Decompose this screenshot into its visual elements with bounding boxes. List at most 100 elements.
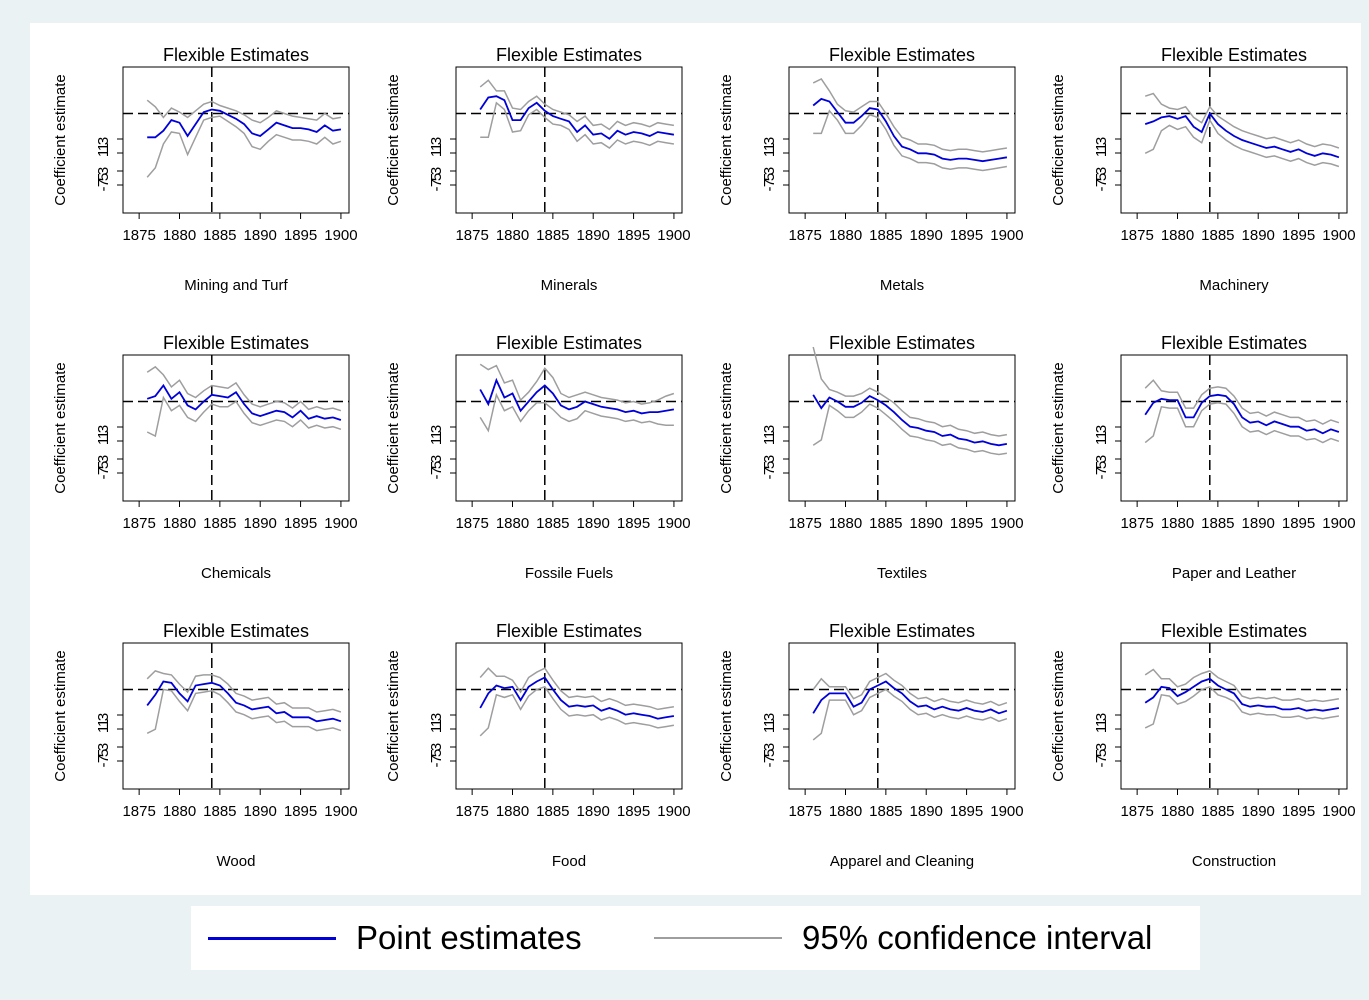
y-tick-label: 3	[761, 425, 778, 433]
y-tick-label: -	[761, 187, 778, 192]
ci-upper-line	[812, 346, 1008, 437]
x-tick-label: 1895	[617, 515, 650, 532]
x-tick-label: 1885	[203, 515, 236, 532]
x-tick-label: 1885	[536, 227, 569, 244]
y-axis-label: Coefficient estimate	[385, 650, 402, 781]
y-tick-label: 1	[95, 431, 112, 439]
y-tick-label: 1	[95, 149, 112, 157]
x-tick-label: 1895	[1282, 515, 1315, 532]
y-tick-label: 3	[1093, 425, 1110, 433]
x-tick-label: 1900	[657, 515, 690, 532]
ci-upper-line	[479, 79, 675, 131]
y-tick-label: 5	[95, 461, 112, 469]
point-estimate-line	[812, 680, 1008, 715]
panel-frame	[122, 642, 350, 790]
y-axis-label: Coefficient estimate	[1050, 74, 1067, 205]
y-tick-label: 1	[1093, 725, 1110, 733]
y-tick-label: -	[95, 475, 112, 480]
x-tick-label: 1885	[869, 803, 902, 820]
panel-name: Food	[552, 853, 586, 870]
y-axis-label: Coefficient estimate	[718, 650, 735, 781]
y-tick-label: 3	[95, 167, 112, 175]
x-tick-label: 1885	[203, 803, 236, 820]
y-tick-label: 5	[761, 749, 778, 757]
panel-name: Mining and Turf	[184, 277, 288, 294]
x-tick-label: 1875	[455, 515, 488, 532]
x-tick-label: 1890	[244, 803, 277, 820]
x-tick-label: 1900	[1322, 515, 1355, 532]
ci-lower-line	[479, 392, 674, 433]
x-tick-label: 1885	[203, 227, 236, 244]
panel-title: Flexible Estimates	[163, 333, 309, 353]
legend: Point estimates 95% confidence interval	[191, 906, 1200, 970]
x-tick-label: 1875	[788, 515, 821, 532]
panel-frame	[1120, 354, 1348, 502]
point-estimate-line	[479, 95, 675, 140]
x-tick-label: 1875	[122, 227, 155, 244]
x-tick-label: 1900	[657, 803, 690, 820]
y-tick-label: 1	[428, 719, 445, 727]
x-tick-label: 1880	[496, 515, 529, 532]
x-tick-label: 1885	[869, 515, 902, 532]
y-tick-label: 5	[761, 173, 778, 181]
x-tick-label: 1885	[1201, 515, 1234, 532]
y-tick-label: 5	[95, 749, 112, 757]
legend-swatch-ci	[654, 937, 782, 939]
y-tick-label: 7	[761, 467, 778, 475]
y-tick-label: 3	[95, 713, 112, 721]
y-tick-label: 7	[95, 755, 112, 763]
x-tick-label: 1890	[1242, 803, 1275, 820]
point-estimate-line	[146, 383, 342, 421]
point-estimate-line	[1144, 393, 1340, 435]
y-tick-label: 3	[428, 713, 445, 721]
point-estimate-line	[146, 680, 342, 723]
y-tick-label: 5	[1093, 173, 1110, 181]
y-tick-label: -	[1093, 187, 1110, 192]
ci-upper-line	[1144, 668, 1340, 703]
panel-frame	[455, 642, 683, 790]
y-tick-label: 1	[428, 143, 445, 151]
y-tick-label: 3	[428, 167, 445, 175]
x-tick-label: 1900	[1322, 803, 1355, 820]
y-tick-label: 3	[761, 713, 778, 721]
y-tick-label: 1	[428, 437, 445, 445]
panel-name: Minerals	[541, 277, 598, 294]
x-tick-label: 1890	[1242, 515, 1275, 532]
y-tick-label: 3	[1093, 137, 1110, 145]
x-tick-label: 1900	[990, 227, 1023, 244]
y-tick-label: 1	[95, 719, 112, 727]
x-tick-label: 1880	[163, 803, 196, 820]
x-tick-label: 1885	[1201, 227, 1234, 244]
y-tick-label: 1	[761, 143, 778, 151]
y-tick-label: 7	[428, 179, 445, 187]
x-tick-label: 1875	[122, 803, 155, 820]
x-tick-label: 1900	[324, 515, 357, 532]
y-tick-label: 1	[1093, 431, 1110, 439]
panel-frame	[455, 354, 683, 502]
x-tick-label: 1895	[284, 515, 317, 532]
x-tick-label: 1880	[1161, 515, 1194, 532]
y-tick-label: 5	[761, 461, 778, 469]
y-tick-label: 1	[761, 725, 778, 733]
y-tick-label: -	[428, 187, 445, 192]
panel-name: Wood	[217, 853, 256, 870]
y-tick-label: 1	[95, 143, 112, 151]
x-tick-label: 1880	[496, 803, 529, 820]
x-tick-label: 1880	[496, 227, 529, 244]
x-tick-label: 1890	[244, 227, 277, 244]
y-axis-label: Coefficient estimate	[718, 362, 735, 493]
panel-title: Flexible Estimates	[1161, 621, 1307, 641]
point-estimate-line	[147, 108, 342, 139]
x-tick-label: 1880	[1161, 803, 1194, 820]
panel-name: Chemicals	[201, 565, 271, 582]
panel-frame	[122, 354, 350, 502]
panel-title: Flexible Estimates	[496, 45, 642, 65]
y-axis-label: Coefficient estimate	[385, 362, 402, 493]
y-tick-label: 3	[761, 167, 778, 175]
